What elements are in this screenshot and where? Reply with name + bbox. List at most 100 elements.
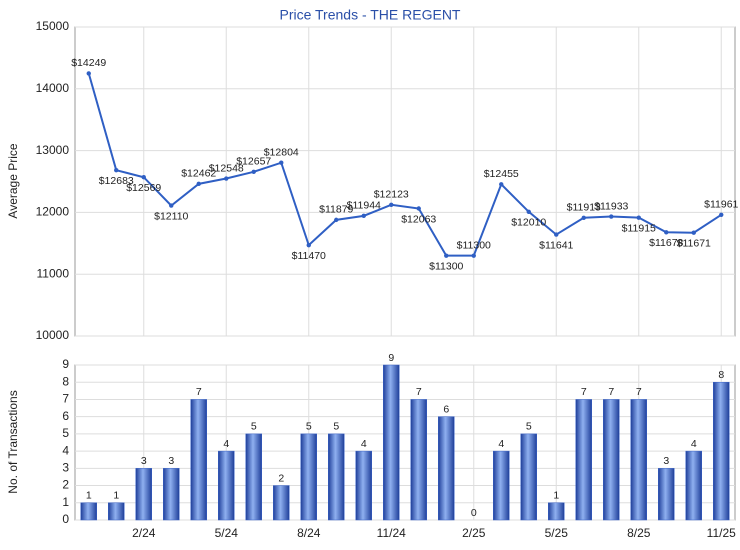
- data-label: $11300: [457, 239, 491, 251]
- y-tick-label: 14000: [36, 81, 70, 95]
- bar: [273, 485, 290, 521]
- y-tick-label: 11000: [37, 266, 70, 280]
- data-label: $12569: [126, 182, 161, 194]
- bar: [493, 450, 510, 521]
- data-label: 4: [691, 438, 697, 450]
- point: [499, 182, 504, 187]
- plot-area: [74, 26, 736, 337]
- y-tick-label: 9: [62, 357, 69, 371]
- point: [444, 253, 449, 258]
- data-label: $12548: [209, 162, 244, 174]
- data-label: 8: [718, 369, 724, 381]
- data-label: 1: [553, 490, 559, 502]
- data-label: 1: [113, 490, 119, 502]
- data-label: $11961: [704, 199, 738, 211]
- bar: [108, 502, 125, 521]
- point: [471, 253, 476, 258]
- data-label: 6: [443, 403, 449, 415]
- data-label: $11879: [319, 204, 353, 216]
- bar: [603, 399, 620, 521]
- y-tick-label: 15000: [36, 19, 70, 33]
- data-label: 4: [361, 438, 367, 450]
- bar: [190, 399, 207, 521]
- point: [581, 215, 586, 220]
- data-label: $11944: [347, 200, 381, 212]
- point: [389, 202, 394, 207]
- x-tick-label: 11/25: [707, 526, 736, 540]
- x-tick-label: 8/25: [627, 526, 651, 540]
- point: [141, 175, 146, 180]
- bar: [218, 450, 235, 521]
- bar: [383, 364, 400, 521]
- point: [526, 209, 531, 214]
- data-label: $12462: [181, 168, 216, 180]
- y-tick-label: 4: [62, 443, 69, 457]
- data-label: $11678: [649, 237, 683, 249]
- price-line: [87, 73, 722, 257]
- bar: [410, 399, 427, 521]
- data-label: 7: [636, 386, 642, 398]
- x-tick-label: 8/24: [297, 526, 321, 540]
- point: [86, 71, 91, 76]
- data-label: $11913: [567, 202, 601, 214]
- y-tick-label: 0: [62, 512, 69, 526]
- data-label: 0: [471, 507, 477, 519]
- bar: [438, 416, 455, 521]
- data-label: 7: [196, 386, 202, 398]
- data-label: 5: [306, 421, 312, 433]
- data-label: 7: [608, 386, 614, 398]
- chart-title: Price Trends - THE REGENT: [279, 7, 460, 23]
- bar: [548, 502, 565, 521]
- point: [719, 212, 724, 218]
- bar: [713, 381, 730, 521]
- data-label: 3: [141, 455, 147, 467]
- data-label: $11933: [594, 200, 628, 212]
- data-label: 7: [581, 386, 587, 398]
- y-axis-label: Average Price: [6, 143, 20, 218]
- bar: [685, 450, 702, 521]
- y-tick-label: 12000: [36, 205, 70, 219]
- y-tick-label: 10000: [36, 328, 70, 342]
- data-label: $12110: [154, 210, 188, 222]
- y-axis-label: No. of Transactions: [6, 390, 20, 493]
- data-label: $12063: [401, 213, 436, 225]
- y-tick-label: 8: [62, 374, 69, 388]
- bar: [520, 433, 537, 521]
- data-label: 3: [168, 455, 174, 467]
- point: [636, 215, 641, 220]
- bar: [355, 450, 372, 521]
- point: [306, 242, 311, 248]
- data-label: 3: [663, 455, 669, 467]
- data-label: 5: [333, 421, 339, 433]
- data-label: $11671: [677, 238, 711, 250]
- y-tick-label: 3: [62, 461, 69, 475]
- x-tick-label: 2/24: [132, 526, 156, 540]
- y-tick-label: 13000: [36, 143, 70, 157]
- data-label: 4: [223, 438, 229, 450]
- data-label: $14249: [71, 57, 106, 69]
- point: [334, 217, 339, 223]
- data-label: $11300: [429, 260, 463, 272]
- data-label: $12683: [99, 175, 134, 187]
- x-tick-label: 5/25: [545, 526, 569, 540]
- point: [554, 232, 559, 237]
- point: [196, 181, 201, 187]
- data-label: $12804: [264, 146, 299, 158]
- data-label: 4: [498, 438, 504, 450]
- x-tick-label: 5/24: [215, 526, 239, 540]
- bar: [245, 433, 262, 521]
- data-label: 9: [388, 352, 394, 364]
- data-label: 2: [278, 472, 284, 484]
- data-label: 1: [86, 490, 92, 502]
- data-label: $12123: [374, 189, 409, 201]
- point: [279, 160, 284, 165]
- data-label: 5: [251, 421, 257, 433]
- y-tick-label: 2: [62, 478, 69, 492]
- bar: [658, 468, 675, 521]
- point: [664, 230, 669, 235]
- data-label: 7: [416, 386, 422, 398]
- x-tick-label: 11/24: [377, 526, 406, 540]
- y-tick-label: 5: [62, 426, 69, 440]
- x-tick-label: 2/25: [462, 526, 486, 540]
